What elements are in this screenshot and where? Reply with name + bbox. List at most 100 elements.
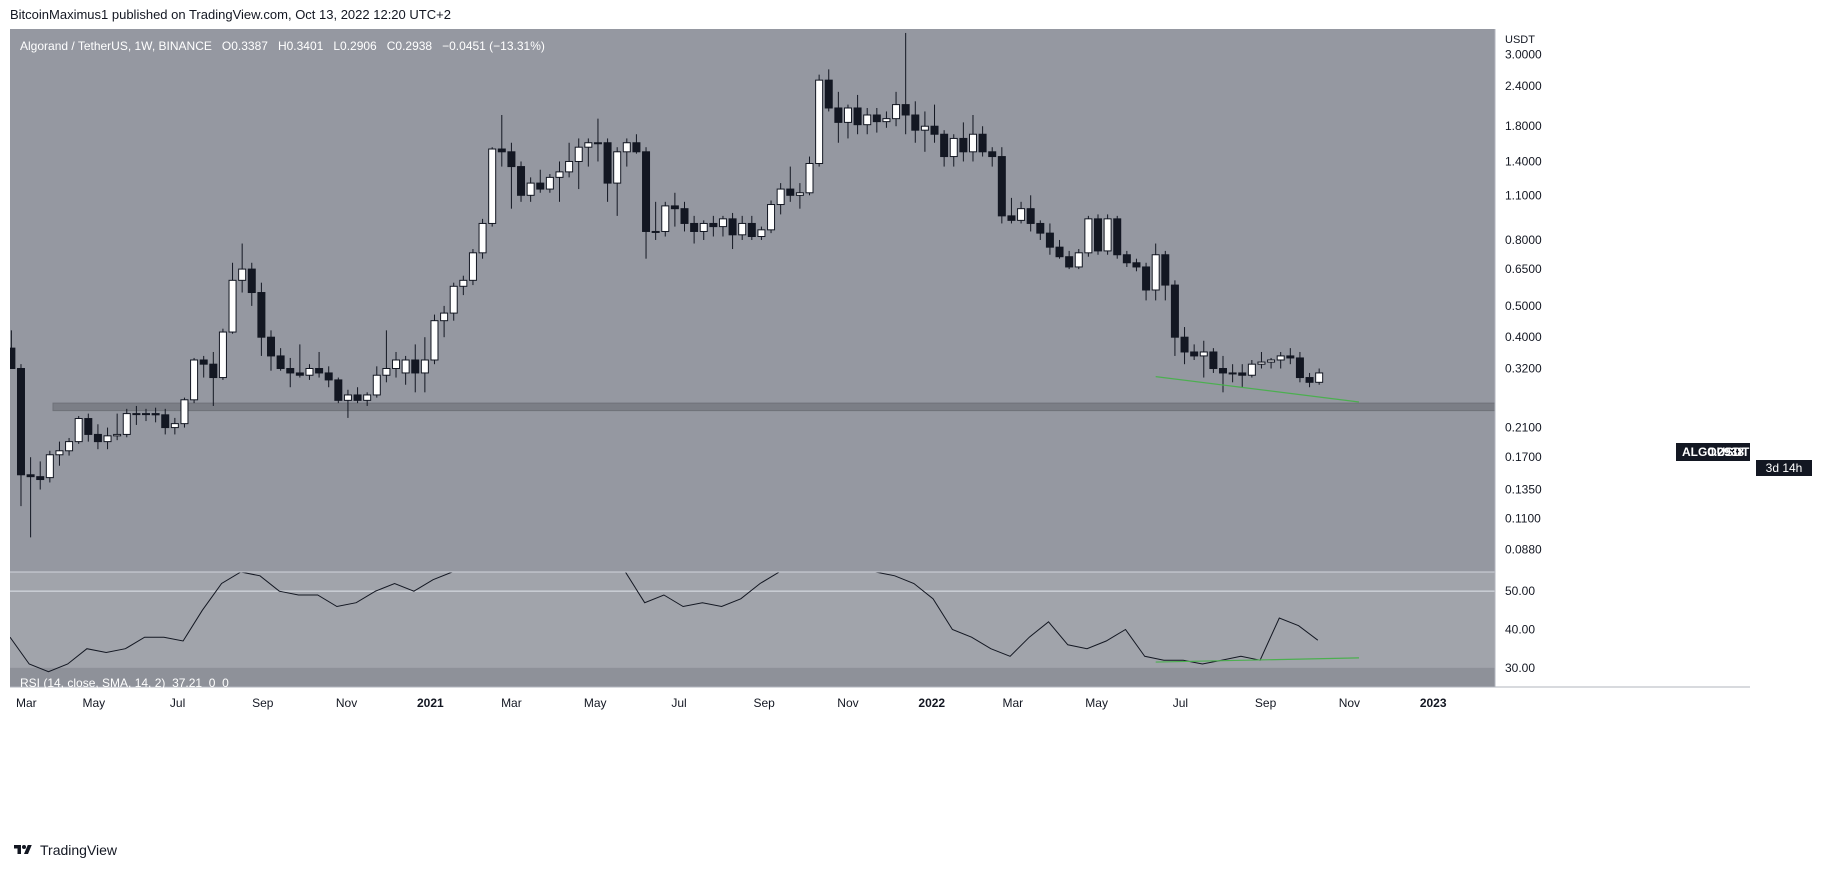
rsi-tick-label: 50.00 (1505, 584, 1535, 598)
candle-down (1305, 377, 1314, 383)
price-trendline (1155, 376, 1360, 403)
time-tick-label: 2021 (417, 696, 444, 710)
candle-up (1084, 218, 1093, 254)
price-tick-label: 0.0880 (1505, 543, 1542, 557)
candle-up (45, 454, 54, 479)
candle-down (1295, 357, 1304, 379)
candle-down (247, 268, 256, 294)
candle-up (392, 359, 401, 369)
price-tick-label: 0.1700 (1505, 450, 1542, 464)
candle-up (1103, 218, 1112, 252)
candle-up (622, 142, 631, 153)
time-tick-label: Jul (671, 696, 686, 710)
rsi-oversold-band (10, 667, 1495, 687)
candle-up (718, 218, 727, 228)
rsi-pane (10, 572, 1495, 687)
price-scale-bg (1495, 29, 1750, 832)
candle-down (276, 355, 285, 369)
price-tick-label: 0.6500 (1505, 262, 1542, 276)
candle-down (834, 107, 843, 123)
price-tick-label: 0.5000 (1505, 299, 1542, 313)
rsi-legend-value: 37.21 (172, 676, 203, 690)
candle-down (151, 413, 160, 416)
price-tick-label: 3.0000 (1505, 48, 1542, 62)
rsi-trendline (1155, 657, 1360, 663)
candle-down (1190, 351, 1199, 357)
legend-close-value: 0.2938 (395, 39, 433, 53)
candle-down (315, 367, 324, 374)
candle-up (613, 151, 622, 184)
candle-down (199, 359, 208, 365)
candle-down (209, 363, 218, 379)
time-tick-label: May (1085, 696, 1108, 710)
candle-up (440, 312, 449, 322)
candle-down (978, 133, 987, 153)
candle-up (363, 394, 372, 401)
candle-down (1065, 256, 1074, 268)
candle-down (901, 104, 910, 116)
support-zone (52, 402, 1496, 412)
candle-down (36, 476, 45, 481)
candle-down (16, 367, 25, 476)
candle-up (468, 252, 477, 281)
candle-up (863, 114, 872, 126)
candle-down (507, 151, 516, 168)
candle-up (738, 222, 747, 236)
price-tick-label: 1.8000 (1505, 119, 1542, 133)
candle-down (324, 372, 333, 381)
candle-down (603, 142, 612, 184)
price-tick-label: 1.4000 (1505, 154, 1542, 168)
candle-up (65, 441, 74, 452)
candle-up (1257, 361, 1266, 365)
candle-down (1093, 218, 1102, 252)
candle-down (632, 142, 641, 153)
candle-up (478, 222, 487, 254)
candle-up (190, 359, 199, 401)
candle-down (709, 222, 718, 228)
time-tick-label: May (584, 696, 607, 710)
candle-up (343, 394, 352, 401)
candle-up (180, 399, 189, 425)
candle-up (218, 331, 227, 379)
candle-up (526, 182, 535, 196)
candle-up (382, 367, 391, 376)
candle-down (411, 359, 420, 374)
candle-up (74, 418, 83, 443)
time-tick-label: Nov (837, 696, 858, 710)
candle-down (1007, 215, 1016, 221)
legend-high-label: H (277, 39, 287, 53)
tradingview-logo-icon (14, 845, 32, 854)
candle-down (747, 222, 756, 238)
candle-down (1026, 208, 1035, 224)
symbol-legend: Algorand / TetherUS, 1W, BINANCE O0.3387… (20, 39, 545, 53)
candle-down (1055, 246, 1064, 258)
candle-down (1122, 254, 1131, 264)
candle-down (1170, 284, 1179, 338)
time-tick-label: Sep (1255, 696, 1277, 710)
candle-down (959, 137, 968, 153)
price-tick-label: 0.3200 (1505, 361, 1542, 375)
candle-down (84, 418, 93, 435)
price-tick-label: 0.2100 (1505, 421, 1542, 435)
candle-up (815, 79, 824, 164)
candle-up (238, 268, 247, 281)
candle-up (795, 192, 804, 196)
candle-up (305, 367, 314, 376)
candle-down (824, 79, 833, 109)
candle-down (93, 433, 102, 443)
candle-down (1045, 232, 1054, 248)
candle-up (228, 279, 237, 333)
badge-price: 0.2938 (1707, 445, 1744, 459)
candle-down (930, 125, 939, 135)
candle-up (132, 413, 141, 416)
candle-up (449, 285, 458, 314)
chart-canvas[interactable]: USDT 3.0000 2.4000 1.8000 1.4000 1.1000 0.8000… (10, 29, 1750, 832)
candle-up (420, 359, 429, 374)
candle-down (26, 474, 35, 478)
candle-up (545, 176, 554, 190)
candle-up (843, 107, 852, 123)
candle-up (1315, 372, 1324, 383)
legend-open-label: O (221, 39, 232, 53)
candle-down (1113, 218, 1122, 256)
price-tick-label: 0.8000 (1505, 233, 1542, 247)
